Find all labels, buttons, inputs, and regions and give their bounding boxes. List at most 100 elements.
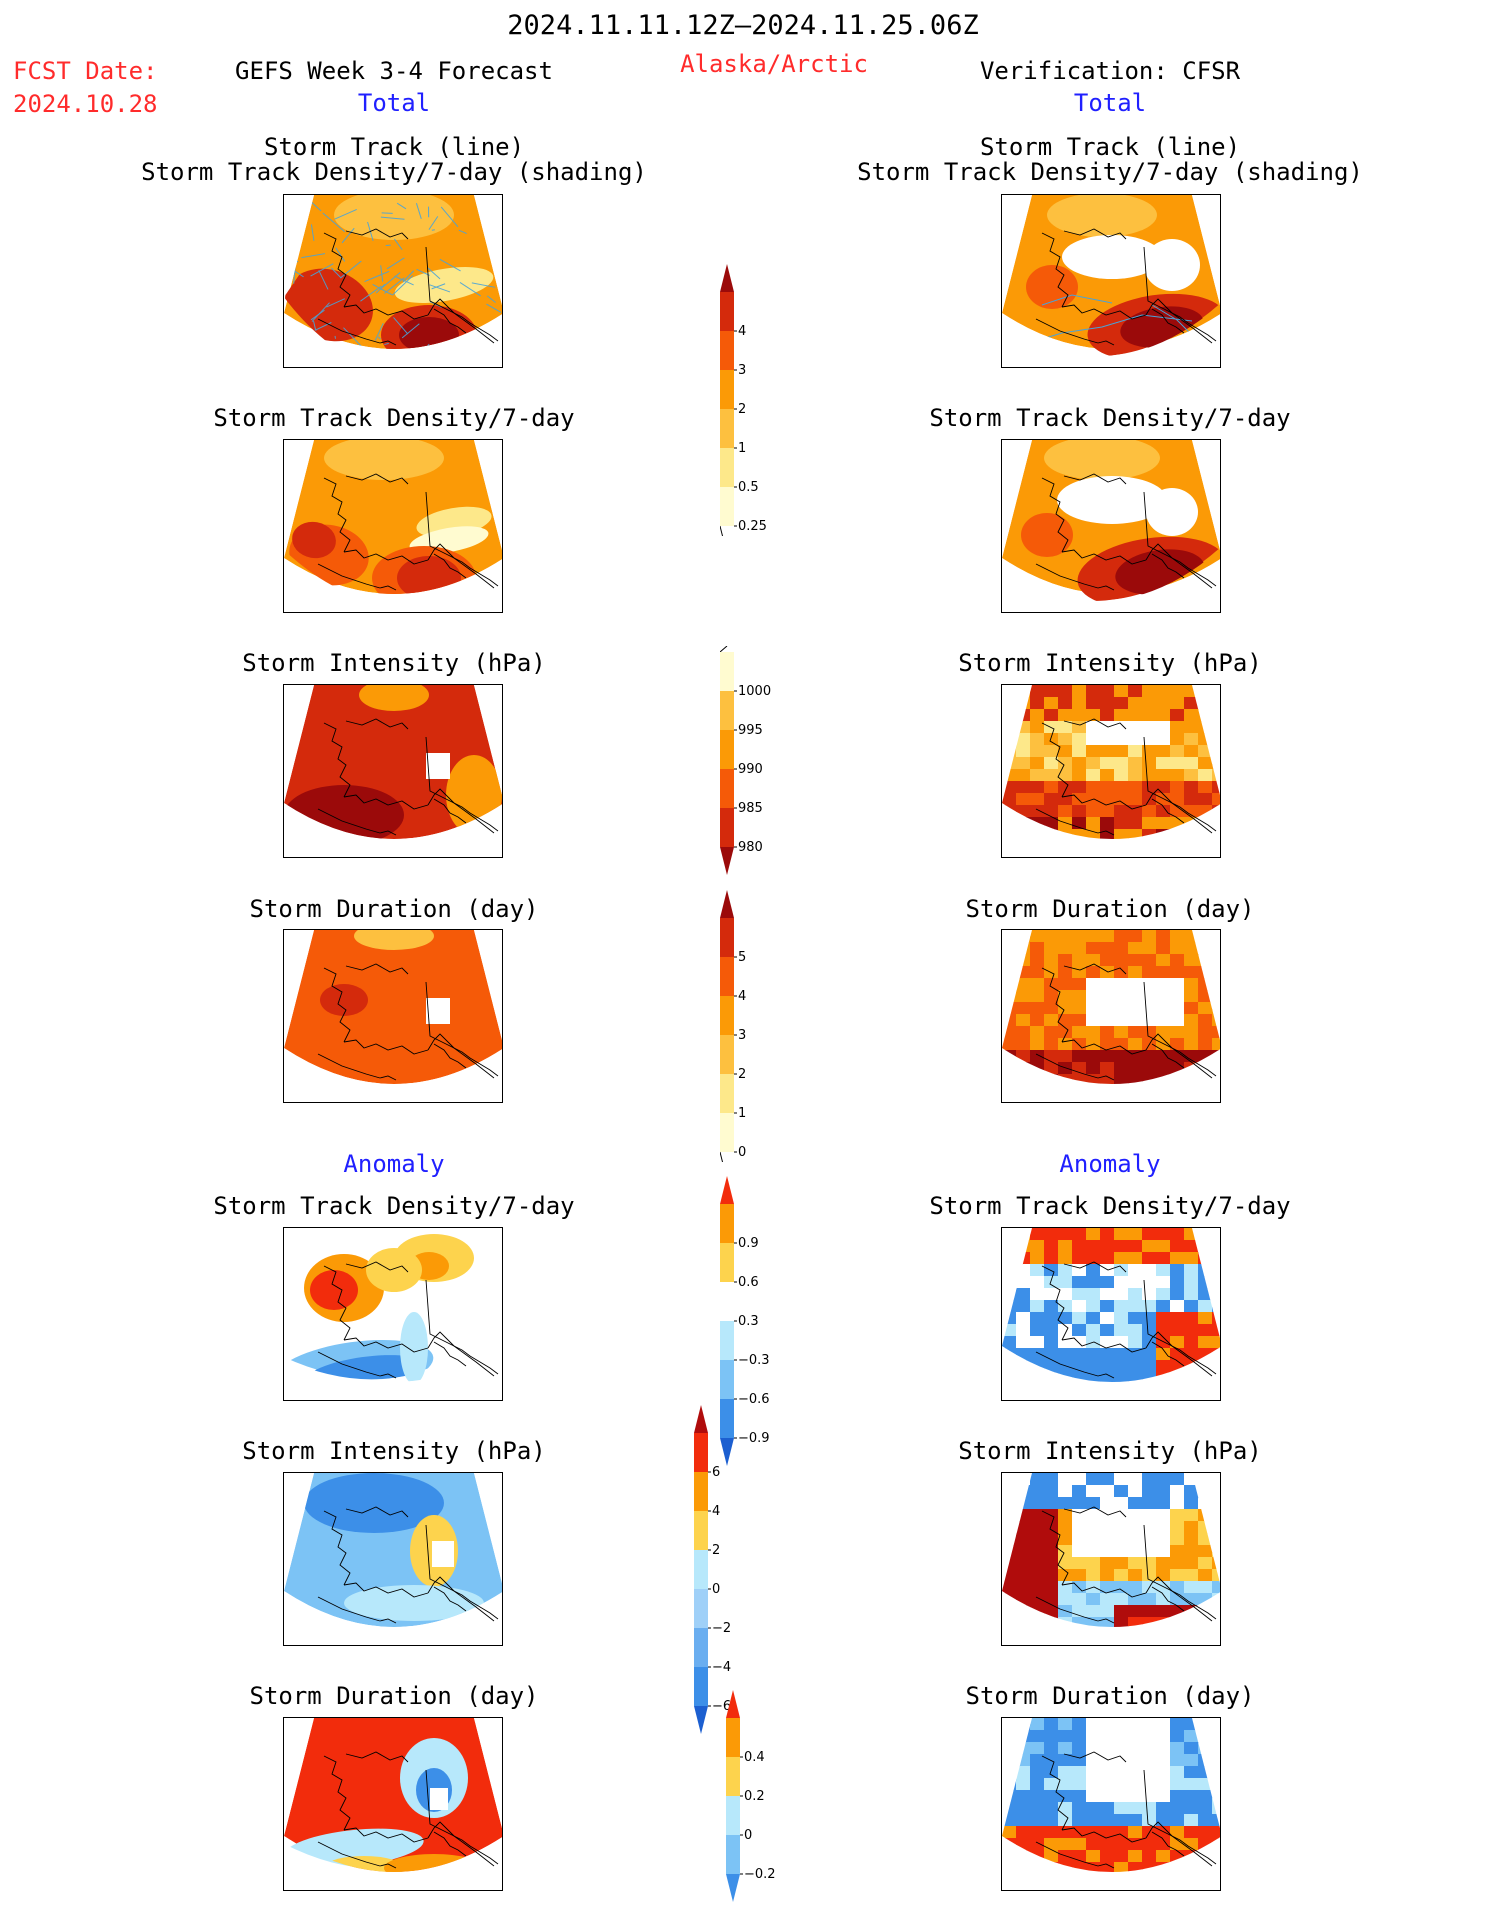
colorbar-swatch [726,1796,740,1835]
colorbar-tick-label: 990 [738,762,763,777]
panel-title-density-right: Storm Track Density/7-day [929,404,1291,432]
coastline [317,1751,499,1869]
colorbar-swatch [720,331,734,370]
map-panel-track-left [283,194,503,368]
panel-title-density-left: Storm Track Density/7-day [213,404,575,432]
colorbar-intensity-anomaly: 6 4 2 0 −2 −4 −6 [694,1405,754,1742]
colorbar-arrow-top [720,264,734,292]
coastline [1035,1506,1217,1624]
panel-title-anom-intensity-right: Storm Intensity (hPa) [958,1437,1262,1465]
panel-title-track-line-right: Storm Track (line) [979,133,1241,161]
colorbar-swatch [720,1204,734,1243]
border-line [425,491,495,589]
colorbar-duration-anomaly: 0.4 0.2 0 −0.2 [726,1690,786,1910]
colorbar-swatch [720,1360,734,1399]
fcst-date-label: FCST Date: [13,57,158,85]
map-panel-track-right [1001,194,1221,368]
colorbar-tick-label: 0.6 [738,1275,759,1290]
border-line [425,1769,495,1867]
colorbar-tick-label: −6 [712,1699,731,1714]
colorbar-arrow-top [726,1690,740,1718]
colorbar-swatch [720,918,734,957]
panel-title-anom-duration-right: Storm Duration (day) [965,1682,1255,1710]
colorbar-swatch [720,1399,734,1438]
colorbar-tick-label: −2 [712,1621,731,1636]
colorbar-swatch [720,1282,734,1321]
coastline [1035,1261,1217,1379]
map-panel-duration-left [283,929,503,1103]
colorbar-tick-label: 1 [738,441,746,456]
colorbar-tick-label: 4 [712,1504,720,1519]
border-line [1143,1279,1213,1377]
colorbar-tick-label: 0.9 [738,1236,759,1251]
border-line [1143,1524,1213,1622]
colorbar-swatch [720,996,734,1035]
colorbar-arrow-top [720,1176,734,1204]
colorbar-swatch [720,691,734,730]
coastline [317,718,499,836]
colorbar-swatch [720,769,734,808]
coastline [1035,963,1217,1081]
coastline [317,963,499,1081]
colorbar-swatch [720,957,734,996]
panel-title-duration-right: Storm Duration (day) [965,895,1255,923]
map-panel-anom-density-right [1001,1227,1221,1401]
colorbar-swatch [726,1835,740,1874]
colorbar-tick-label: 6 [712,1465,720,1480]
colorbar-tick-label: 3 [738,1028,746,1043]
panel-title-intensity-left: Storm Intensity (hPa) [242,649,546,677]
colorbar-tick-label: −0.2 [744,1867,776,1882]
panel-title-anom-duration-left: Storm Duration (day) [249,1682,539,1710]
colorbar-arrow-bottom [720,847,734,875]
panel-title-anom-density-left: Storm Track Density/7-day [213,1192,575,1220]
colorbar-swatch [726,1718,740,1757]
colorbar-swatch [694,1433,708,1472]
region-title: Alaska/Arctic [680,50,868,78]
fcst-date-value: 2024.10.28 [13,90,158,118]
map-panel-anom-intensity-right [1001,1472,1221,1646]
colorbar-tick-label: 1 [738,1106,746,1121]
colorbar-swatch [720,448,734,487]
colorbar-swatch [720,730,734,769]
map-panel-intensity-right [1001,684,1221,858]
anomaly-heading-right: Anomaly [1059,1150,1161,1178]
panel-title-anom-intensity-left: Storm Intensity (hPa) [242,1437,546,1465]
map-panel-density-right [1001,439,1221,613]
colorbar-swatch [720,292,734,331]
colorbar-tick-label: −4 [712,1660,731,1675]
colorbar-arrow-bottom [720,1438,734,1466]
panel-title-track-shading-left: Storm Track Density/7-day (shading) [141,158,647,186]
coastline [1035,1751,1217,1869]
border-line [1143,981,1213,1079]
colorbar-tick-label: −0.6 [738,1392,770,1407]
colorbar-tick-label: 0.25 [738,519,767,534]
coastline [317,1261,499,1379]
coastline [1035,473,1217,591]
map-panel-density-left [283,439,503,613]
map-panel-anom-duration-right [1001,1717,1221,1891]
map-panel-anom-density-left [283,1227,503,1401]
colorbar-tick-label: 2 [712,1543,720,1558]
colorbar-swatch [726,1757,740,1796]
colorbar-swatch [694,1472,708,1511]
map-panel-anom-duration-left [283,1717,503,1891]
colorbar-arrow-bottom [694,1706,708,1734]
colorbar-tick-label: 995 [738,723,763,738]
colorbar-density-anomaly: 0.9 0.6 0.3 −0.3 −0.6 −0.9 [720,1176,780,1474]
panel-title-intensity-right: Storm Intensity (hPa) [958,649,1262,677]
border-line [1143,1769,1213,1867]
colorbar-tick-label: −0.3 [738,1353,770,1368]
coastline [317,228,499,346]
colorbar-swatch [694,1550,708,1589]
colorbar-swatch [720,808,734,847]
colorbar-swatch [694,1589,708,1628]
map-panel-intensity-left [283,684,503,858]
panel-title-track-line-left: Storm Track (line) [263,133,525,161]
colorbar-swatch [720,1035,734,1074]
border-line [1143,491,1213,589]
colorbar-tick-label: 1000 [738,684,771,699]
border-line [425,981,495,1079]
colorbar-tick-label: 0.5 [738,480,759,495]
colorbar-swatch [720,1113,734,1152]
colorbar-arrow-top [694,1405,708,1433]
